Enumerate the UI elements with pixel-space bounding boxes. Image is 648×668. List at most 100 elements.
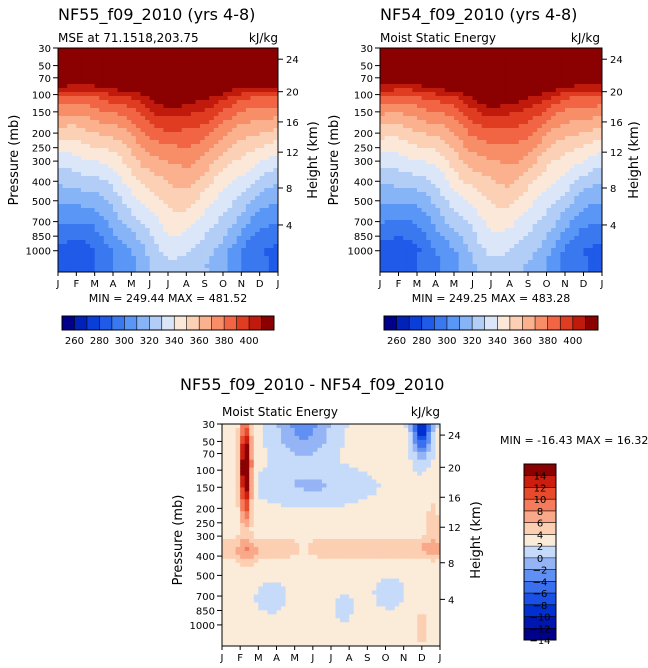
heatmap-cell	[80, 92, 87, 97]
heatmap-cell	[495, 200, 501, 205]
heatmap-cell	[555, 176, 561, 181]
heatmap-cell	[495, 156, 501, 161]
heatmap-cell	[403, 172, 409, 177]
heatmap-cell	[407, 208, 413, 213]
heatmap-cell	[131, 64, 137, 69]
heatmap-cell	[213, 92, 220, 97]
heatmap-cell	[145, 96, 151, 101]
heatmap-cell	[380, 120, 386, 125]
heatmap-cell	[177, 76, 183, 81]
heatmap-cell	[509, 60, 515, 65]
heatmap-cell	[458, 196, 464, 201]
heatmap-cell	[458, 88, 464, 93]
heatmap-cell	[168, 172, 174, 177]
heatmap-cell	[85, 180, 91, 185]
heatmap-cell	[435, 52, 441, 57]
heatmap-cell	[449, 108, 455, 113]
heatmap-cell	[108, 132, 114, 137]
heatmap-cell	[94, 212, 100, 217]
heatmap-cell	[227, 136, 233, 141]
heatmap-cell	[99, 64, 105, 69]
heatmap-cell	[181, 136, 187, 141]
heatmap-cell	[421, 204, 427, 209]
heatmap-cell	[113, 112, 119, 117]
heatmap-cell	[108, 204, 114, 209]
heatmap-cell	[454, 112, 460, 117]
heatmap-cell	[491, 160, 497, 165]
heatmap-cell	[528, 144, 534, 149]
heatmap-cell	[426, 192, 432, 197]
heatmap-cell	[403, 80, 409, 85]
heatmap-cell	[528, 132, 534, 137]
heatmap-cell	[113, 172, 119, 177]
heatmap-cell	[384, 116, 390, 121]
heatmap-cell	[555, 100, 561, 105]
heatmap-cell	[407, 204, 413, 209]
heatmap-cell	[209, 200, 215, 205]
heatmap-cell	[481, 80, 487, 85]
heatmap-cell	[108, 68, 114, 73]
heatmap-cell	[213, 188, 220, 193]
heatmap-cell	[135, 104, 142, 109]
heatmap-cell	[71, 64, 77, 69]
heatmap-cell	[213, 148, 220, 153]
heatmap-cell	[486, 72, 492, 77]
heatmap-cell	[504, 172, 511, 177]
heatmap-cell	[163, 100, 169, 105]
heatmap-cell	[541, 188, 548, 193]
heatmap-cell	[273, 232, 278, 237]
heatmap-cell	[163, 236, 169, 241]
heatmap-cell	[255, 96, 261, 101]
heatmap-cell	[412, 48, 418, 53]
heatmap-cell	[223, 64, 229, 69]
heatmap-cell	[122, 88, 128, 93]
heatmap-cell	[537, 252, 543, 257]
heatmap-cell	[250, 256, 256, 261]
heatmap-cell	[426, 208, 432, 213]
heatmap-cell	[200, 136, 206, 141]
heatmap-cell	[430, 220, 437, 225]
heatmap-cell	[380, 168, 386, 173]
heatmap-cell	[264, 156, 270, 161]
heatmap-cell	[67, 244, 73, 249]
heatmap-cell	[94, 252, 100, 257]
heatmap-cell	[495, 164, 501, 169]
heatmap-cell	[209, 60, 215, 65]
heatmap-cell	[514, 168, 520, 173]
heatmap-cell	[227, 68, 233, 73]
heatmap-cell	[223, 132, 229, 137]
heatmap-cell	[504, 152, 511, 157]
heatmap-cell	[454, 268, 460, 272]
heatmap-cell	[495, 108, 501, 113]
heatmap-cell	[149, 192, 155, 197]
heatmap-cell	[384, 68, 390, 73]
heatmap-cell	[90, 204, 96, 209]
heatmap-cell	[58, 196, 64, 201]
heatmap-cell	[393, 112, 400, 117]
heatmap-cell	[131, 248, 137, 253]
heatmap-cell	[500, 84, 506, 89]
heatmap-cell	[186, 188, 192, 193]
heatmap-cell	[113, 244, 119, 249]
heatmap-cell	[76, 268, 82, 272]
heatmap-cell	[149, 144, 155, 149]
heatmap-cell	[412, 256, 418, 261]
heatmap-cell	[430, 240, 437, 245]
heatmap-cell	[227, 184, 233, 189]
heatmap-cell	[62, 48, 68, 53]
heatmap-cell	[417, 140, 423, 145]
heatmap-cell	[213, 144, 220, 149]
heatmap-cell	[223, 160, 229, 165]
heatmap-cell	[393, 120, 400, 125]
heatmap-cell	[158, 64, 165, 69]
heatmap-cell	[71, 100, 77, 105]
heatmap-cell	[177, 236, 183, 241]
heatmap-cell	[177, 128, 183, 133]
heatmap-cell	[177, 180, 183, 185]
heatmap-cell	[108, 244, 114, 249]
heatmap-cell	[537, 236, 543, 241]
heatmap-cell	[232, 144, 238, 149]
heatmap-cell	[135, 252, 142, 257]
heatmap-cell	[504, 164, 511, 169]
